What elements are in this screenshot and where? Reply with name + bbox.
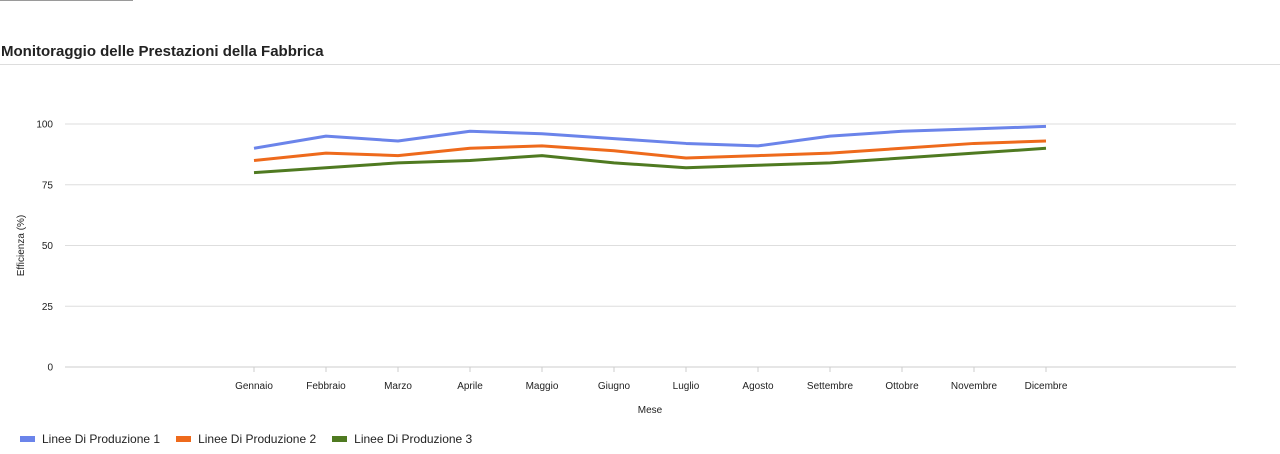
legend-swatch <box>176 436 192 442</box>
x-tick-label: Gennaio <box>235 381 273 392</box>
x-axis-title: Mese <box>638 405 663 416</box>
x-tick-label: Luglio <box>673 381 700 392</box>
x-tick-label: Marzo <box>384 381 412 392</box>
chart-series <box>253 124 1047 175</box>
x-tick-label: Dicembre <box>1025 381 1068 392</box>
x-axis-ticks: Gennaio Febbraio Marzo Aprile Maggio Giugno Lu… <box>235 367 1068 392</box>
top-tab-indicator <box>0 0 133 1</box>
y-tick-label: 50 <box>42 241 54 252</box>
panel-header: Monitoraggio delle Prestazioni della Fab… <box>0 40 1280 65</box>
page-title: Monitoraggio delle Prestazioni della Fab… <box>1 43 324 60</box>
y-axis-title: Efficienza (%) <box>16 215 27 277</box>
series-line <box>253 124 1047 150</box>
legend-item[interactable]: Linee Di Produzione 2 <box>176 432 316 446</box>
series-line <box>253 146 1047 175</box>
legend-label: Linee Di Produzione 2 <box>198 432 317 446</box>
x-tick-label: Novembre <box>951 381 998 392</box>
series-line <box>253 139 1047 162</box>
legend-label: Linee Di Produzione 1 <box>42 432 161 446</box>
x-tick-label: Febbraio <box>306 381 346 392</box>
y-tick-label: 100 <box>36 120 53 131</box>
chart-grid <box>65 123 1236 368</box>
x-tick-label: Maggio <box>526 381 559 392</box>
y-tick-label: 0 <box>47 363 53 374</box>
x-tick-label: Agosto <box>742 381 774 392</box>
legend-label: Linee Di Produzione 3 <box>354 432 473 446</box>
x-tick-label: Aprile <box>457 381 483 392</box>
x-tick-label: Settembre <box>807 381 854 392</box>
legend-swatch <box>332 436 348 442</box>
x-tick-label: Giugno <box>598 381 631 392</box>
legend-item[interactable]: Linee Di Produzione 3 <box>332 432 472 446</box>
line-chart: 0 25 50 75 100 Gennaio Febbraio Marzo Aprile Mag… <box>16 120 1236 416</box>
legend-swatch <box>20 436 35 442</box>
chart-legend: Linee Di Produzione 1 Linee Di Produzione… <box>20 432 472 446</box>
x-tick-label: Ottobre <box>885 381 919 392</box>
y-tick-label: 25 <box>42 302 54 313</box>
legend-item[interactable]: Linee Di Produzione 1 <box>20 432 160 446</box>
y-axis-ticks: 0 25 50 75 100 <box>36 120 53 374</box>
y-tick-label: 75 <box>42 180 54 191</box>
